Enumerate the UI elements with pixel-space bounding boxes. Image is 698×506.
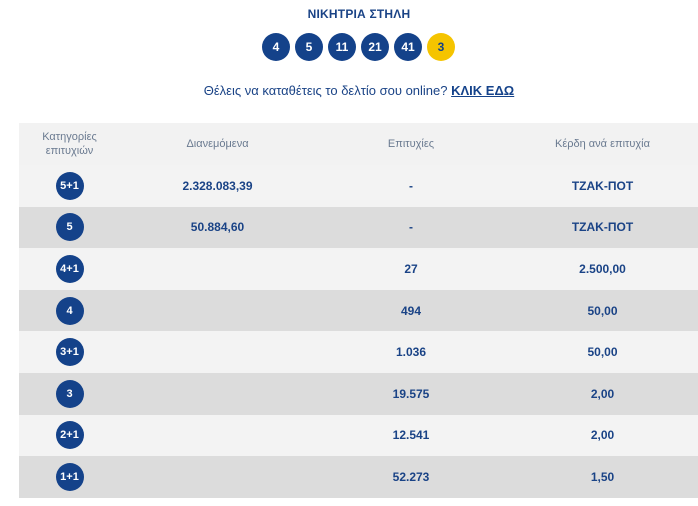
table-header: Κατηγορίες επιτυχιών Διανεμόμενα Επιτυχί…	[19, 123, 698, 165]
winners-cell: 494	[400, 303, 422, 318]
winning-numbers: 4 5 11 21 41 3	[262, 33, 455, 61]
distributed-cell: 50.884,60	[190, 220, 245, 235]
table-row: 5 50.884,60 - ΤΖΑΚ-ΠΟΤ	[19, 206, 698, 249]
table-row: 5+1 2.328.083,39 - ΤΖΑΚ-ΠΟΤ	[19, 165, 698, 207]
prize-cell: 2,00	[590, 428, 615, 443]
winning-number-ball: 4	[262, 33, 290, 61]
winners-cell: 27	[404, 261, 418, 276]
cta-text: Θέλεις να καταθέτεις το δελτίο σου onlin…	[203, 83, 448, 98]
table-row: 4+1 27 2.500,00	[19, 248, 698, 290]
prize-cell: 1,50	[590, 469, 615, 484]
winners-cell: 1.036	[395, 345, 427, 360]
category-badge: 5	[55, 213, 84, 242]
header-category: Κατηγορίες επιτυχιών	[42, 131, 97, 157]
prize-cell: 2.500,00	[579, 261, 626, 276]
winning-number-ball: 41	[394, 33, 422, 61]
winning-number-ball: 11	[328, 33, 356, 61]
category-badge: 2+1	[55, 421, 84, 450]
table-row: 3 19.575 2,00	[19, 372, 698, 415]
category-badge: 3	[55, 379, 84, 408]
table-row: 1+1 52.273 1,50	[19, 456, 698, 498]
prize-cell: ΤΖΑΚ-ΠΟΤ	[571, 178, 634, 193]
table-row: 2+1 12.541 2,00	[19, 414, 698, 457]
winning-number-ball: 5	[295, 33, 323, 61]
winning-number-ball: 21	[361, 33, 389, 61]
winners-cell: 12.541	[392, 428, 430, 443]
bonus-number-ball: 3	[427, 33, 455, 61]
category-badge: 1+1	[55, 462, 84, 491]
winners-cell: 52.273	[392, 469, 430, 484]
table-row: 3+1 1.036 50,00	[19, 331, 698, 373]
category-badge: 4+1	[55, 254, 84, 283]
category-badge: 5+1	[55, 171, 84, 200]
prize-cell: 50,00	[587, 345, 618, 360]
category-badge: 3+1	[55, 338, 84, 367]
winners-cell: -	[409, 178, 413, 193]
prize-table: Κατηγορίες επιτυχιών Διανεμόμενα Επιτυχί…	[19, 123, 698, 498]
distributed-cell: 2.328.083,39	[182, 178, 253, 193]
winners-cell: 19.575	[392, 386, 430, 401]
winners-cell: -	[409, 220, 413, 235]
prize-cell: ΤΖΑΚ-ΠΟΤ	[571, 220, 634, 235]
header-distributed: Διανεμόμενα	[186, 138, 249, 150]
prize-cell: 2,00	[590, 386, 615, 401]
winning-column-title: ΝΙΚΗΤΡΙΑ ΣΤΗΛΗ	[307, 7, 411, 21]
category-badge: 4	[55, 296, 84, 325]
table-row: 4 494 50,00	[19, 289, 698, 332]
header-prize: Κέρδη ανά επιτυχία	[555, 138, 650, 150]
online-ticket-prompt: Θέλεις να καταθέτεις το δελτίο σου onlin…	[0, 83, 698, 98]
prize-cell: 50,00	[587, 303, 618, 318]
click-here-link[interactable]: ΚΛΙΚ ΕΔΩ	[451, 83, 515, 98]
header-winners: Επιτυχίες	[387, 138, 435, 150]
